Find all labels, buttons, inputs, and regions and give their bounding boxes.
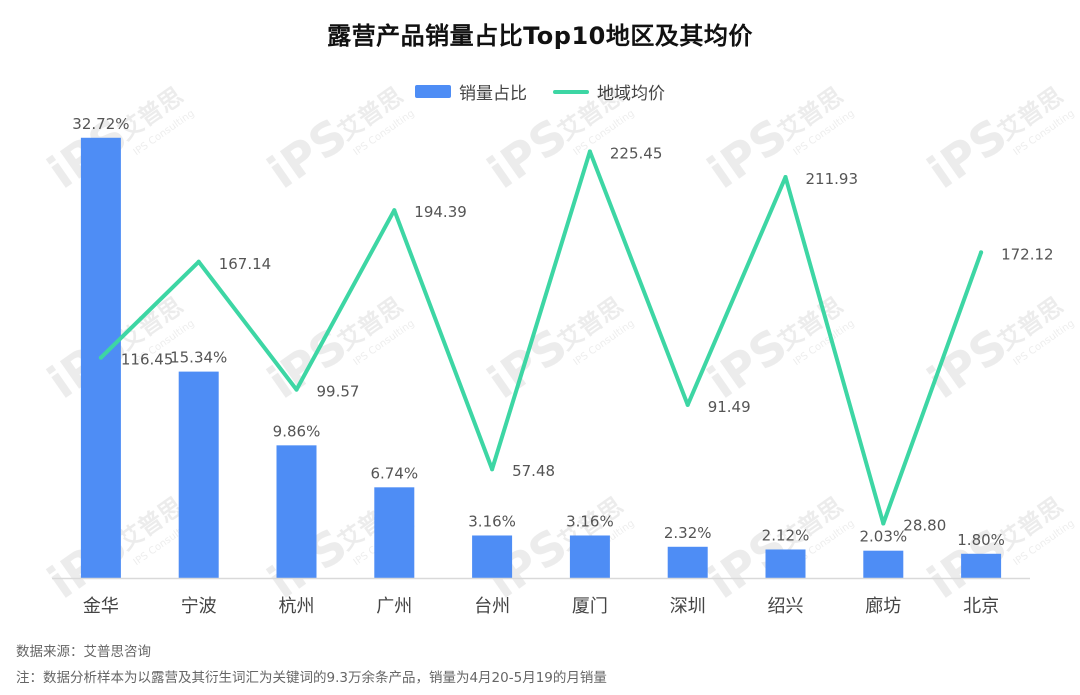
line-label: 116.45	[121, 351, 173, 369]
line-point-深圳[interactable]	[685, 402, 690, 407]
x-tick-label: 台州	[474, 596, 510, 617]
line-label: 172.12	[1001, 245, 1054, 263]
bar-厦门[interactable]	[569, 535, 610, 578]
line-point-廊坊[interactable]	[881, 521, 886, 526]
line-point-台州[interactable]	[490, 467, 495, 472]
bar-label: 6.74%	[370, 464, 418, 482]
bar-深圳[interactable]	[667, 546, 708, 578]
bar-series	[80, 137, 1002, 578]
legend: 销量占比 地域均价	[0, 79, 1080, 104]
line-label: 194.39	[414, 203, 467, 221]
legend-label-line: 地域均价	[597, 84, 665, 104]
x-axis: 金华 宁波 杭州 广州 台州 厦门 深圳 绍兴 廊坊 北京	[52, 577, 1030, 617]
bar-label: 2.03%	[859, 528, 907, 546]
bar-label: 32.72%	[72, 115, 129, 133]
x-tick-label: 廊坊	[865, 596, 901, 617]
bar-label: 15.34%	[170, 349, 227, 367]
line-label: 211.93	[806, 170, 859, 188]
chart-title: 露营产品销量占比Top10地区及其均价	[327, 22, 753, 50]
data-labels: 32.72% 15.34% 9.86% 6.74% 3.16% 3.16% 2.32% 2.1…	[72, 115, 1053, 549]
bar-台州[interactable]	[472, 535, 513, 578]
line-path	[98, 149, 984, 526]
line-point-北京[interactable]	[979, 250, 984, 255]
bar-廊坊[interactable]	[863, 550, 904, 578]
line-series	[98, 149, 984, 526]
line-point-绍兴[interactable]	[783, 175, 788, 180]
legend-label-bar: 销量占比	[459, 84, 527, 104]
legend-swatch-bar	[415, 85, 451, 98]
bar-杭州[interactable]	[276, 445, 317, 578]
line-point-广州[interactable]	[392, 208, 397, 213]
bar-北京[interactable]	[961, 553, 1002, 578]
x-tick-label: 厦门	[572, 596, 608, 617]
legend-swatch-line	[553, 89, 589, 94]
line-point-金华[interactable]	[98, 355, 103, 360]
legend-item-line[interactable]: 地域均价	[553, 79, 665, 104]
x-tick-label: 绍兴	[768, 596, 804, 617]
bar-label: 3.16%	[566, 512, 614, 530]
footnote: 注：数据分析样本为以露营及其衍生词汇为关键词的9.3万余条产品，销量为4月20-…	[16, 670, 607, 686]
bar-绍兴[interactable]	[765, 549, 806, 578]
bar-宁波[interactable]	[178, 371, 219, 578]
line-point-杭州[interactable]	[294, 387, 299, 392]
bar-label: 9.86%	[273, 422, 321, 440]
line-label: 99.57	[317, 383, 360, 401]
bar-label: 1.80%	[957, 531, 1005, 549]
bar-label: 2.12%	[762, 526, 810, 544]
x-tick-label: 广州	[376, 596, 412, 617]
x-tick-label: 深圳	[670, 596, 706, 617]
line-label: 91.49	[708, 398, 751, 416]
line-point-宁波[interactable]	[196, 259, 201, 264]
legend-item-bar[interactable]: 销量占比	[415, 79, 527, 104]
line-label: 225.45	[610, 144, 663, 162]
line-point-厦门[interactable]	[587, 149, 592, 154]
x-tick-label: 金华	[83, 596, 119, 617]
bar-label: 3.16%	[468, 512, 516, 530]
source-note: 数据来源：艾普思咨询	[16, 644, 151, 660]
line-label: 167.14	[219, 255, 272, 273]
x-tick-label: 北京	[963, 596, 999, 617]
bar-label: 2.32%	[664, 524, 712, 542]
x-tick-label: 杭州	[279, 596, 315, 617]
bar-广州[interactable]	[374, 487, 415, 578]
line-label: 57.48	[512, 462, 555, 480]
line-label: 28.80	[903, 517, 946, 535]
x-tick-label: 宁波	[181, 596, 217, 617]
